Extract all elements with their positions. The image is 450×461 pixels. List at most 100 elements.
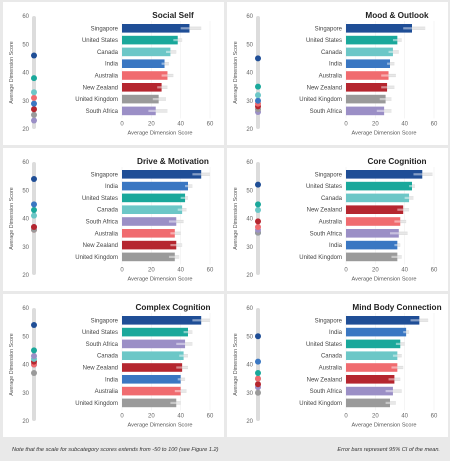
value-bar	[346, 316, 420, 325]
category-label: Australia	[95, 389, 119, 395]
x-tick-label: 40	[401, 267, 408, 273]
ci-overlay	[381, 74, 396, 77]
ci-overlay	[180, 27, 202, 30]
value-bar	[346, 252, 398, 262]
value-bar	[346, 375, 395, 384]
chart-panel-social-self: Social Self Average Dimension Score 20 30 40…	[3, 2, 224, 145]
category-label: New Zealand	[307, 208, 342, 214]
strip-dot	[31, 106, 37, 113]
ci-overlay	[381, 86, 395, 89]
chart-panel-core-cognition: Core Cognition Average Dimension Score 20 3…	[227, 148, 448, 291]
ci-overlay	[174, 390, 187, 393]
strip-tick-label: 30	[246, 245, 253, 251]
value-bar	[346, 398, 390, 408]
category-label: United States	[306, 342, 342, 348]
value-bar	[346, 386, 393, 396]
category-label: United States	[82, 196, 118, 202]
x-axis-label: Average Dimension Score	[128, 276, 193, 282]
strip-tick-label: 50	[22, 334, 29, 340]
category-label: New Zealand	[83, 243, 118, 249]
strip-dot	[255, 97, 261, 104]
value-bar	[346, 229, 399, 238]
value-bar	[346, 327, 407, 337]
ci-overlay	[180, 196, 188, 199]
value-bar	[122, 83, 162, 92]
strip-dot	[255, 223, 261, 230]
strip-dot	[31, 353, 37, 360]
strip-dot	[31, 94, 37, 101]
chart-title: Complex Cognition	[135, 303, 210, 312]
chart-title: Core Cognition	[367, 157, 426, 166]
chart-panel-complex-cognition: Complex Cognition Average Dimension Score…	[3, 294, 224, 437]
x-tick-label: 0	[120, 121, 124, 127]
ci-overlay	[152, 98, 166, 101]
chart-svg: Drive & Motivation Average Dimension Scor…	[9, 157, 214, 282]
strip-dot	[31, 175, 37, 182]
strip-tick-label: 60	[246, 160, 253, 166]
ci-overlay	[385, 390, 402, 393]
strip-tick-label: 60	[22, 306, 29, 312]
value-bar	[346, 240, 398, 250]
y-axis-label: Average Dimension Score	[9, 187, 15, 250]
ci-bar	[185, 184, 193, 188]
x-tick-label: 0	[344, 413, 348, 419]
value-bar	[346, 181, 412, 191]
strip-tick-label: 20	[22, 127, 29, 133]
chart-svg: Complex Cognition Average Dimension Score…	[9, 303, 214, 428]
strip-tick-label: 20	[246, 419, 253, 425]
strip-tick-label: 20	[246, 127, 253, 133]
value-bar	[346, 106, 385, 116]
ci-overlay	[170, 232, 181, 235]
strip-dot	[255, 83, 261, 90]
ci-overlay	[391, 255, 402, 258]
value-bar	[346, 35, 398, 45]
ci-bar	[392, 354, 402, 358]
ci-overlay	[404, 196, 414, 199]
value-bar	[122, 240, 177, 250]
value-bar	[122, 217, 177, 226]
strip-tick-label: 30	[22, 245, 29, 251]
x-tick-label: 0	[344, 267, 348, 273]
strip-dot	[31, 369, 37, 376]
value-bar	[122, 24, 190, 33]
value-bar	[346, 217, 401, 226]
ci-bar	[180, 26, 202, 30]
x-axis-label: Average Dimension Score	[128, 130, 193, 136]
category-label: United Kingdom	[299, 401, 342, 407]
strip-tick-label: 60	[22, 160, 29, 166]
ci-overlay	[397, 208, 410, 211]
strip-dot	[255, 369, 261, 376]
strip-dot	[31, 201, 37, 208]
ci-overlay	[413, 173, 433, 176]
value-bar	[346, 205, 404, 214]
y-axis-label: Average Dimension Score	[9, 41, 15, 104]
category-label: Singapore	[315, 172, 343, 178]
value-bar	[346, 339, 401, 349]
category-label: India	[329, 330, 343, 336]
value-bar	[122, 35, 178, 45]
x-tick-label: 20	[372, 413, 379, 419]
category-label: South Africa	[310, 231, 343, 237]
strip-tick-label: 50	[22, 42, 29, 48]
ci-overlay	[161, 74, 174, 77]
category-label: India	[329, 62, 343, 68]
x-axis-label: Average Dimension Score	[352, 276, 417, 282]
x-tick-label: 60	[207, 413, 214, 419]
value-bar	[346, 363, 398, 372]
strip-dot	[31, 100, 37, 107]
strip-tick-label: 40	[246, 71, 253, 77]
ci-bar	[391, 365, 404, 370]
ci-bar	[157, 85, 168, 89]
category-label: Canada	[97, 354, 119, 360]
ci-overlay	[403, 331, 410, 334]
strip-dot	[255, 201, 261, 208]
strip-dot	[255, 181, 261, 188]
ci-bar	[387, 62, 395, 66]
x-tick-label: 40	[401, 413, 408, 419]
value-bar	[346, 170, 423, 179]
strip-tick-label: 40	[22, 71, 29, 77]
value-bar	[122, 71, 168, 80]
x-tick-label: 60	[431, 121, 438, 127]
ci-bar	[395, 342, 405, 346]
category-label: United States	[306, 38, 342, 44]
